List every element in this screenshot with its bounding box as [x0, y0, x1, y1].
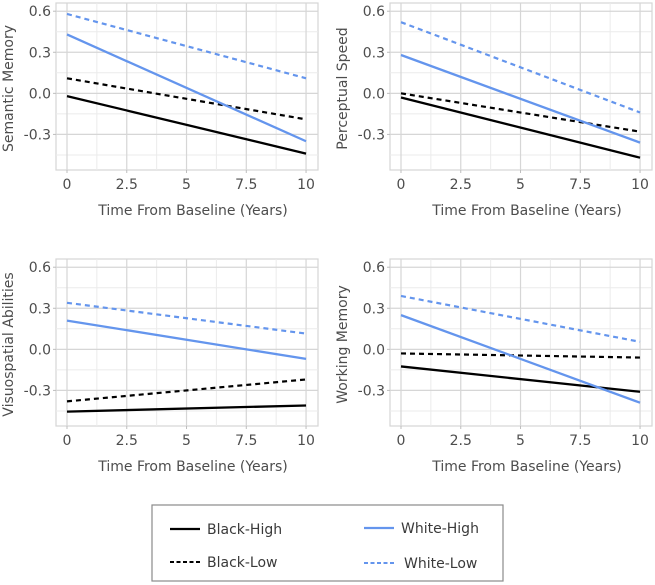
- legend-label-white-high: White-High: [401, 521, 479, 537]
- x-tick-label: 0: [397, 177, 406, 193]
- y-axis-title: Perceptual Speed: [335, 27, 351, 149]
- series-line-white-high: [66, 319, 307, 361]
- series-line-black-high: [66, 94, 307, 155]
- x-tick-label: 5: [182, 177, 191, 193]
- x-tick-label: 7.5: [235, 177, 257, 193]
- legend-label-black-high: Black-High: [207, 522, 282, 538]
- y-tick-label: 0.3: [363, 45, 385, 61]
- panel-visuospatial-abilities: 0 2.5 5 7.5 10 0.6 0.3 0.0 -0.3 Time From Baselin…: [1, 258, 319, 475]
- y-tick-label: 0.3: [363, 301, 385, 317]
- x-axis-title: Time From Baseline (Years): [431, 203, 622, 219]
- legend-box: [151, 504, 504, 582]
- x-tick-label: 7.5: [569, 433, 591, 449]
- y-tick-label: 0.3: [29, 301, 51, 317]
- x-tick-label: 2.5: [450, 433, 472, 449]
- legend-label-black-low: Black-Low: [207, 555, 278, 571]
- y-axis-title: Working Memory: [335, 285, 351, 404]
- y-tick-label: -0.3: [358, 127, 385, 143]
- y-tick-label: 0.0: [29, 342, 51, 358]
- x-tick-label: 10: [631, 433, 649, 449]
- y-tick-label: 0.0: [363, 86, 385, 102]
- y-tick-label: 0.6: [363, 260, 385, 276]
- panel-semantic-memory: 0 2.5 5 7.5 10 0.6 0.3 0.0 -0.3 Time From Baselin…: [1, 2, 319, 219]
- x-tick-label: 5: [516, 177, 525, 193]
- x-tick-label: 5: [516, 433, 525, 449]
- y-tick-label: -0.3: [358, 383, 385, 399]
- y-axis-title: Semantic Memory: [1, 25, 17, 152]
- x-tick-label: 2.5: [450, 177, 472, 193]
- x-tick-label: 0: [63, 177, 72, 193]
- series-line-white-low: [400, 21, 641, 114]
- series-line-white-high: [400, 53, 641, 144]
- x-axis-title: Time From Baseline (Years): [431, 459, 622, 475]
- x-tick-label: 0: [397, 433, 406, 449]
- series-line-black-low: [400, 352, 641, 359]
- series-line-white-high: [66, 33, 307, 143]
- series-line-black-low: [66, 77, 307, 121]
- x-tick-label: 10: [297, 433, 315, 449]
- x-axis-title: Time From Baseline (Years): [97, 459, 288, 475]
- series-line-white-low: [66, 301, 307, 335]
- legend: Black-High White-High Black-Low White-Lo…: [151, 504, 504, 582]
- legend-label-white-low: White-Low: [404, 556, 477, 572]
- panel-working-memory: 0 2.5 5 7.5 10 0.6 0.3 0.0 -0.3 Time From Baselin…: [335, 258, 653, 475]
- y-tick-label: 0.6: [363, 4, 385, 20]
- x-tick-label: 10: [297, 177, 315, 193]
- series-line-black-low: [66, 378, 307, 403]
- panels: 0 2.5 5 7.5 10 0.6 0.3 0.0 -0.3 Time From Baselin…: [1, 2, 653, 475]
- y-tick-label: 0.6: [29, 260, 51, 276]
- y-axis-title: Visuospatial Abilities: [1, 272, 17, 416]
- y-tick-label: -0.3: [24, 383, 51, 399]
- x-tick-label: 10: [631, 177, 649, 193]
- x-axis-title: Time From Baseline (Years): [97, 203, 288, 219]
- y-tick-label: -0.3: [24, 127, 51, 143]
- series-line-black-high: [66, 404, 307, 413]
- x-tick-label: 2.5: [116, 177, 138, 193]
- series-line-black-high: [400, 96, 641, 159]
- y-tick-label: 0.0: [29, 86, 51, 102]
- x-tick-label: 0: [63, 433, 72, 449]
- x-tick-label: 5: [182, 433, 191, 449]
- x-tick-label: 7.5: [569, 177, 591, 193]
- y-tick-label: 0.3: [29, 45, 51, 61]
- series-line-black-low: [400, 92, 641, 133]
- series-line-white-high: [400, 314, 641, 404]
- series-line-white-low: [400, 294, 641, 343]
- y-tick-label: 0.6: [29, 4, 51, 20]
- y-tick-label: 0.0: [363, 342, 385, 358]
- x-tick-label: 2.5: [116, 433, 138, 449]
- x-tick-label: 7.5: [235, 433, 257, 449]
- panel-perceptual-speed: 0 2.5 5 7.5 10 0.6 0.3 0.0 -0.3 Time From Baselin…: [335, 2, 653, 219]
